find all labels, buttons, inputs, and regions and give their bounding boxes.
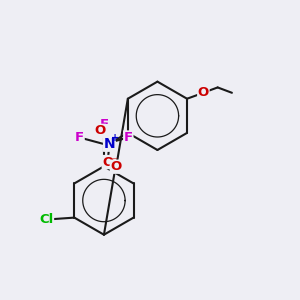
Text: O: O [102, 155, 113, 169]
Text: ⁻: ⁻ [111, 156, 117, 166]
Text: F: F [124, 131, 133, 144]
Text: Cl: Cl [39, 213, 53, 226]
Text: O: O [110, 160, 122, 173]
Text: F: F [75, 131, 84, 144]
Text: O: O [198, 86, 209, 99]
Text: F: F [99, 118, 109, 131]
Text: N: N [103, 137, 115, 151]
Text: +: + [111, 133, 119, 143]
Text: O: O [94, 124, 106, 137]
